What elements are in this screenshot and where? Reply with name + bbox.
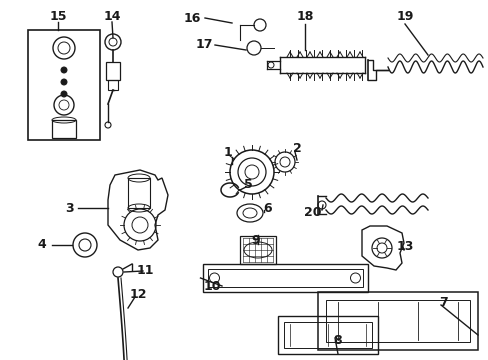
Text: 12: 12 [129,288,146,302]
Bar [106,62,120,80]
Text: 3: 3 [65,202,74,215]
Text: 2: 2 [292,141,301,154]
Circle shape [61,91,67,97]
Text: 1: 1 [223,147,232,159]
Text: 16: 16 [183,12,200,24]
Bar [28,30,100,140]
Text: 7: 7 [438,296,447,309]
Bar [207,269,362,287]
Text: 15: 15 [49,9,67,22]
Bar [202,264,367,292]
Text: 20: 20 [304,207,321,220]
Text: 10: 10 [203,279,220,292]
Bar [278,316,377,354]
Text: 8: 8 [333,333,342,346]
Bar [128,178,150,208]
Text: 17: 17 [195,39,212,51]
Bar [325,300,469,342]
Text: 14: 14 [103,9,121,22]
Circle shape [61,79,67,85]
Text: 9: 9 [251,234,260,247]
Bar [52,120,76,138]
Text: 4: 4 [38,238,46,252]
Text: 18: 18 [296,9,313,22]
Bar [240,236,275,264]
Text: 13: 13 [395,239,413,252]
Text: 11: 11 [136,264,153,276]
Text: 5: 5 [243,177,252,190]
Circle shape [61,67,67,73]
Bar [284,322,371,348]
Text: 6: 6 [263,202,272,215]
Bar [108,80,118,90]
Bar [317,292,477,350]
Text: 19: 19 [395,9,413,22]
